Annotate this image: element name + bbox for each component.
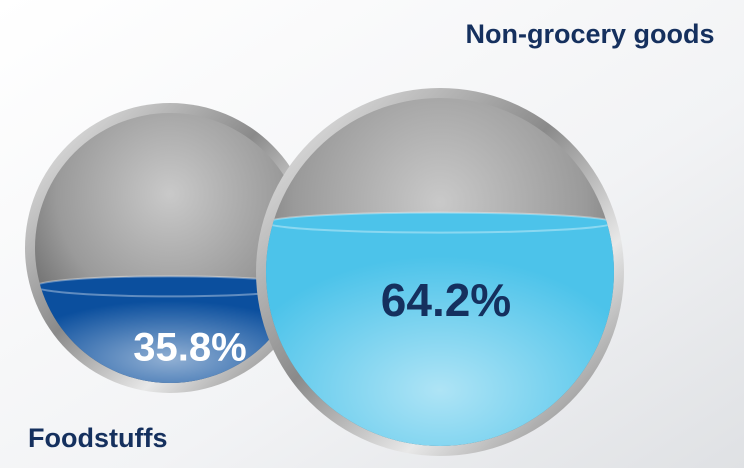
value-label: 64.2% [381,274,511,326]
chart: 35.8% 64.2% Non-grocery goods Foodstuffs [0,0,744,468]
category-label: Foodstuffs [28,423,167,453]
category-label: Non-grocery goods [465,19,714,49]
value-label: 35.8% [133,326,246,370]
